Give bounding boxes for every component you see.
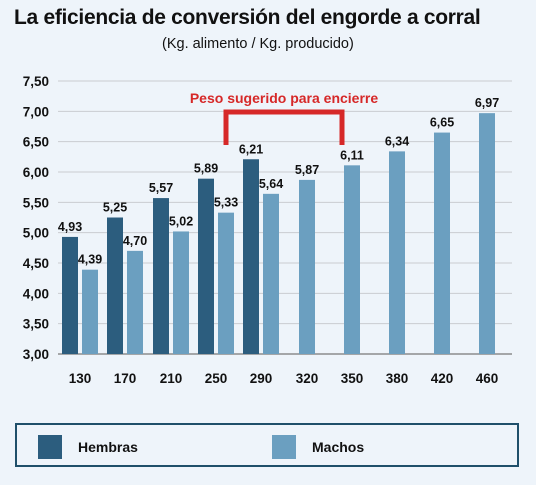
y-tick-label: 3,50 [23, 317, 49, 332]
data-label-machos-170: 4,70 [123, 234, 147, 248]
annotation-bracket [223, 109, 345, 145]
data-label-machos-290: 5,64 [259, 177, 283, 191]
data-label-machos-210: 5,02 [169, 214, 193, 228]
data-label-machos-350: 6,11 [340, 148, 364, 162]
bar-machos-320 [299, 179, 315, 354]
y-tick-label: 6,50 [23, 135, 49, 150]
x-tick-label: 320 [296, 371, 319, 386]
bar-machos-460 [479, 113, 495, 354]
x-tick-label: 210 [160, 371, 183, 386]
y-tick-label: 3,00 [23, 347, 49, 362]
bar-machos-210 [173, 231, 189, 354]
data-label-machos-420: 6,65 [430, 116, 454, 130]
data-label-hembras-210: 5,57 [149, 181, 173, 195]
bar-hembras-250 [198, 178, 214, 354]
bar-chart: 3,00 3,50 4,00 4,50 5,00 5,50 6,00 6,50 7,00 7,50… [23, 74, 512, 386]
legend-label-machos: Machos [312, 439, 365, 455]
bar-hembras-290 [243, 159, 259, 354]
bar-machos-350 [344, 165, 360, 354]
x-tick-label: 460 [476, 371, 499, 386]
x-tick-label: 250 [205, 371, 228, 386]
x-tick-label: 380 [386, 371, 409, 386]
legend-label-hembras: Hembras [78, 439, 138, 455]
bar-hembras-170 [107, 217, 123, 354]
x-tick-label: 290 [250, 371, 273, 386]
legend-item-machos: Machos [272, 435, 364, 459]
annotation-label: Peso sugerido para encierre [190, 90, 379, 106]
x-tick-label: 350 [341, 371, 364, 386]
data-label-machos-380: 6,34 [385, 134, 409, 148]
bar-machos-420 [434, 132, 450, 354]
bar-machos-380 [389, 151, 405, 354]
data-label-hembras-170: 5,25 [103, 201, 127, 215]
chart-subtitle: (Kg. alimento / Kg. producido) [162, 36, 354, 52]
y-tick-label: 6,00 [23, 165, 49, 180]
x-tick-label: 420 [431, 371, 454, 386]
data-label-hembras-130: 4,93 [58, 220, 82, 234]
legend-swatch-machos [272, 435, 296, 459]
data-label-machos-460: 6,97 [475, 96, 499, 110]
bar-machos-290 [263, 193, 279, 354]
y-tick-label: 7,00 [23, 104, 49, 119]
bar-hembras-130 [62, 236, 78, 354]
legend-item-hembras: Hembras [38, 435, 138, 459]
bar-machos-170 [127, 250, 143, 354]
bar-machos-250 [218, 212, 234, 354]
data-label-machos-130: 4,39 [78, 253, 102, 267]
data-label-hembras-250: 5,89 [194, 162, 218, 176]
y-tick-label: 7,50 [23, 74, 49, 89]
data-label-hembras-290: 6,21 [239, 142, 263, 156]
bar-hembras-210 [153, 198, 169, 354]
data-label-machos-320: 5,87 [295, 163, 319, 177]
y-tick-label: 4,00 [23, 286, 49, 301]
legend: Hembras Machos [15, 423, 519, 467]
chart-title: La eficiencia de conversión del engorde … [14, 6, 481, 29]
data-label-machos-250: 5,33 [214, 196, 238, 210]
y-tick-label: 4,50 [23, 256, 49, 271]
x-tick-label: 130 [69, 371, 92, 386]
legend-swatch-hembras [38, 435, 62, 459]
y-tick-label: 5,00 [23, 226, 49, 241]
y-tick-label: 5,50 [23, 195, 49, 210]
x-tick-label: 170 [114, 371, 137, 386]
bar-machos-130 [82, 269, 98, 354]
